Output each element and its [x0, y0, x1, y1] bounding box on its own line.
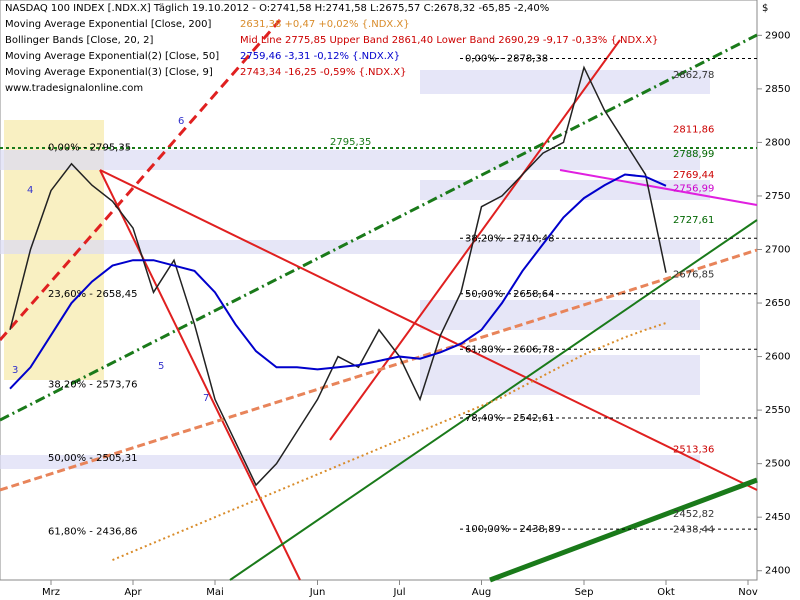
level-label: 50,00% - 2505,31: [48, 453, 137, 464]
trend-line: [559, 169, 758, 206]
level-label: 2513,36: [673, 444, 714, 455]
level-label: 2788,99: [673, 149, 714, 160]
level-label: 0,00% - 2878,38: [465, 53, 548, 64]
level-label: 2756,99: [673, 183, 714, 194]
trend-line: [329, 39, 621, 441]
x-tick-label: Mai: [206, 587, 224, 598]
level-label: 61,80% - 2436,86: [48, 526, 137, 537]
y-tick-label: 2450: [765, 512, 790, 523]
legend-value: 2743,34 -16,25 -0,59% {.NDX.X}: [240, 67, 406, 78]
legend-name: Moving Average Exponential(2) [Close, 50…: [5, 51, 219, 62]
trend-line: [0, 33, 758, 422]
level-label: 2727,61: [673, 215, 714, 226]
legend-value: 2631,38 +0,47 +0,02% {.NDX.X}: [240, 19, 410, 30]
legend-name: Bollinger Bands [Close, 20, 2]: [5, 35, 153, 46]
legend-name: Moving Average Exponential [Close, 200]: [5, 19, 211, 30]
wave-label: 5: [158, 361, 164, 372]
y-tick-label: 2650: [765, 298, 790, 309]
chart-title: NASDAQ 100 INDEX [.NDX.X] Täglich 19.10.…: [5, 3, 549, 14]
y-tick-label: 2750: [765, 191, 790, 202]
y-tick-label: 2900: [765, 30, 790, 41]
y-tick-label: 2700: [765, 244, 790, 255]
wave-label: 3: [12, 365, 18, 376]
level-label: 2438,44: [673, 525, 714, 536]
y-tick-label: 2800: [765, 137, 790, 148]
x-tick-label: Aug: [472, 587, 492, 598]
y-tick-label: 2850: [765, 84, 790, 95]
legend-value: 2759,46 -3,31 -0,12% {.NDX.X}: [240, 51, 400, 62]
x-tick-label: Nov: [738, 587, 758, 598]
trend-line: [0, 19, 282, 341]
level-label: 38,20% - 2573,76: [48, 380, 137, 391]
band: [0, 150, 700, 170]
trend-line: [489, 477, 758, 583]
level-label: 100,00% - 2438,89: [465, 524, 561, 535]
x-tick-label: Mrz: [42, 587, 60, 598]
level-label: 2769,44: [673, 170, 714, 181]
level-label: 0,00% - 2795,35: [48, 142, 131, 153]
x-tick-label: Jul: [392, 587, 405, 598]
level-label: 38,20% - 2710,48: [465, 233, 554, 244]
trend-line: [99, 169, 301, 581]
x-tick-label: Okt: [657, 587, 675, 598]
y-unit: $: [762, 3, 768, 14]
level-label: 2452,82: [673, 509, 714, 520]
band: [420, 180, 710, 200]
wave-label: 4: [27, 185, 33, 196]
level-label: 2862,78: [673, 70, 714, 81]
wave-label: 7: [203, 393, 209, 404]
y-tick-label: 2550: [765, 405, 790, 416]
trend-line: [0, 248, 758, 492]
x-tick-label: Apr: [124, 587, 142, 598]
level-label: 61,80% - 2606,78: [465, 344, 554, 355]
band: [420, 355, 700, 395]
watermark: www.tradesignalonline.com: [5, 83, 143, 94]
trend-lines: [0, 19, 758, 583]
legend-name: Moving Average Exponential(3) [Close, 9]: [5, 67, 213, 78]
x-tick-label: Sep: [575, 587, 594, 598]
level-label: 2676,85: [673, 269, 714, 280]
band: [420, 300, 700, 330]
trend-line: [99, 169, 758, 491]
band: [0, 240, 700, 254]
legend-value: Mid Line 2775,85 Upper Band 2861,40 Lowe…: [240, 35, 658, 46]
trend-line: [229, 219, 758, 581]
wave-label: 6: [178, 116, 184, 127]
y-tick-label: 2600: [765, 352, 790, 363]
series-line: [9, 65, 667, 487]
level-label: 23,60% - 2658,45: [48, 289, 137, 300]
level-label: 2795,35: [330, 137, 371, 148]
y-tick-label: 2400: [765, 566, 790, 577]
level-label: 78,40% - 2542,61: [465, 413, 554, 424]
y-tick-label: 2500: [765, 459, 790, 470]
x-tick-label: Jun: [309, 587, 326, 598]
level-label: 2811,86: [673, 125, 714, 136]
band: [0, 455, 700, 469]
level-label: 50,00% - 2658,64: [465, 289, 554, 300]
series-line: [9, 173, 667, 390]
